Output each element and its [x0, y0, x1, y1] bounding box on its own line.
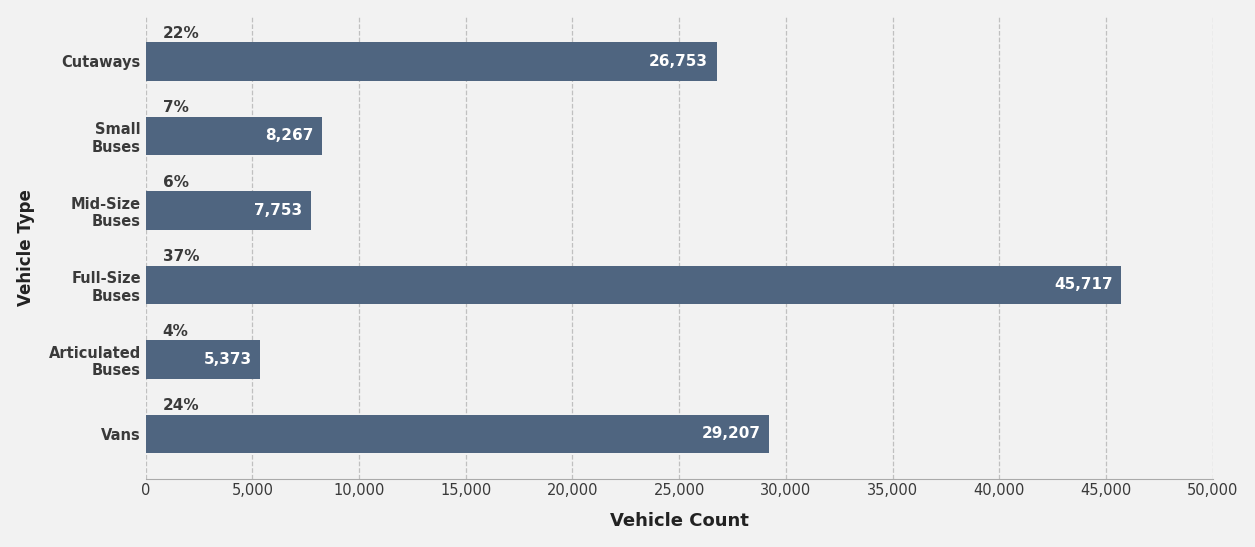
Bar	[146, 265, 1121, 304]
Text: 5,373: 5,373	[203, 352, 252, 367]
Text: 7%: 7%	[163, 100, 188, 115]
Y-axis label: Vehicle Type: Vehicle Type	[16, 189, 35, 306]
Text: 4%: 4%	[163, 323, 188, 339]
Text: 6%: 6%	[163, 174, 188, 189]
Text: 22%: 22%	[163, 26, 200, 40]
Text: 8,267: 8,267	[265, 129, 314, 143]
Bar	[146, 191, 311, 230]
Bar	[146, 42, 717, 81]
Text: 29,207: 29,207	[702, 426, 761, 441]
Text: 24%: 24%	[163, 398, 200, 413]
Text: 45,717: 45,717	[1054, 277, 1113, 293]
Bar	[146, 117, 323, 155]
X-axis label: Vehicle Count: Vehicle Count	[610, 513, 748, 531]
Bar	[146, 415, 769, 453]
Bar	[146, 340, 260, 379]
Text: 7,753: 7,753	[255, 203, 302, 218]
Text: 37%: 37%	[163, 249, 200, 264]
Text: 26,753: 26,753	[649, 54, 708, 69]
